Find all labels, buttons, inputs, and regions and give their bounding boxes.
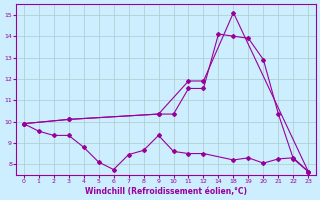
X-axis label: Windchill (Refroidissement éolien,°C): Windchill (Refroidissement éolien,°C) xyxy=(85,187,247,196)
